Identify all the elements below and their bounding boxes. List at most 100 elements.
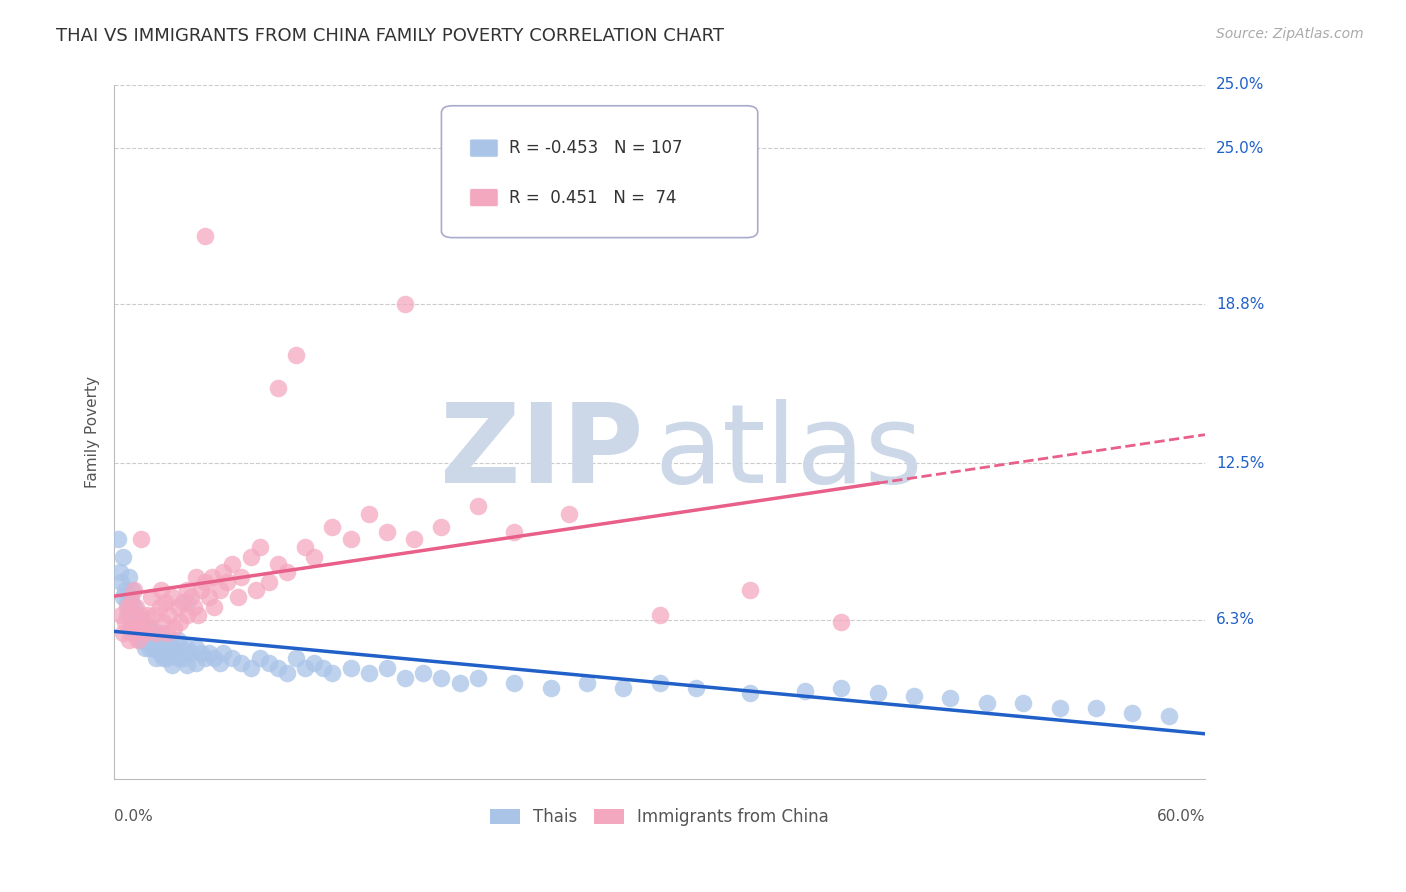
Point (1157, 708, 1180, 723)
Point (830, 615, 852, 630)
Point (112, 625, 135, 640)
Text: R = -0.453   N = 107: R = -0.453 N = 107 (509, 139, 682, 157)
Point (112, 591, 135, 605)
Point (157, 633, 180, 648)
Point (267, 558, 290, 572)
Point (122, 582, 145, 597)
Point (156, 625, 179, 640)
Point (648, 676, 671, 690)
Text: Source: ZipAtlas.com: Source: ZipAtlas.com (1216, 27, 1364, 41)
Point (321, 519, 343, 533)
Point (194, 575, 217, 590)
Point (162, 640, 184, 655)
Point (138, 620, 160, 634)
Y-axis label: Family Poverty: Family Poverty (86, 376, 100, 488)
Point (285, 650, 308, 665)
Point (312, 661, 335, 675)
Point (503, 676, 526, 690)
Point (135, 607, 157, 622)
Point (215, 575, 238, 590)
Point (557, 507, 579, 521)
Point (176, 607, 198, 622)
Text: R =  0.451   N =  74: R = 0.451 N = 74 (509, 188, 676, 207)
Point (449, 676, 471, 690)
Point (276, 665, 298, 680)
Point (648, 607, 671, 622)
Text: 25.0%: 25.0% (1216, 141, 1264, 155)
Point (1012, 696, 1035, 710)
Point (412, 665, 434, 680)
Point (118, 600, 141, 615)
Point (114, 615, 136, 630)
Point (125, 625, 148, 640)
Point (134, 625, 156, 640)
Point (131, 607, 153, 622)
Point (197, 591, 219, 605)
FancyBboxPatch shape (470, 188, 498, 207)
Point (430, 519, 453, 533)
Point (249, 540, 271, 554)
Point (180, 591, 202, 605)
Point (166, 633, 188, 648)
Point (202, 650, 225, 665)
Point (143, 625, 166, 640)
Point (121, 607, 143, 622)
Point (157, 607, 180, 622)
Point (294, 661, 316, 675)
Text: ZIP: ZIP (440, 400, 643, 507)
Point (138, 640, 160, 655)
Point (121, 607, 143, 622)
Point (125, 607, 148, 622)
Point (131, 625, 153, 640)
Point (294, 540, 316, 554)
Point (467, 500, 489, 514)
Point (149, 646, 172, 660)
Point (285, 348, 308, 362)
Point (150, 640, 173, 655)
Point (163, 620, 186, 634)
Point (740, 582, 762, 597)
Point (208, 656, 231, 670)
Point (115, 600, 138, 615)
Point (120, 620, 142, 634)
Point (866, 686, 889, 700)
Point (131, 532, 153, 546)
Point (302, 656, 325, 670)
Point (1084, 701, 1107, 715)
Point (267, 381, 290, 395)
Point (321, 665, 343, 680)
Point (394, 297, 416, 311)
Point (127, 628, 149, 642)
Text: 12.5%: 12.5% (1216, 456, 1264, 471)
Point (194, 650, 217, 665)
Text: 18.8%: 18.8% (1216, 297, 1264, 312)
Point (267, 661, 290, 675)
Text: THAI VS IMMIGRANTS FROM CHINA FAMILY POVERTY CORRELATION CHART: THAI VS IMMIGRANTS FROM CHINA FAMILY POV… (56, 27, 724, 45)
Point (197, 646, 219, 660)
Point (162, 591, 184, 605)
Point (903, 689, 925, 703)
Point (180, 646, 202, 660)
Point (110, 575, 132, 590)
Point (221, 650, 243, 665)
Point (1121, 706, 1143, 721)
Point (302, 549, 325, 564)
Point (231, 570, 253, 584)
Point (149, 600, 172, 615)
Point (212, 565, 235, 579)
Point (794, 683, 817, 698)
FancyBboxPatch shape (470, 139, 498, 157)
Point (121, 625, 143, 640)
Point (120, 591, 142, 605)
Point (165, 646, 187, 660)
Point (339, 532, 361, 546)
Point (740, 686, 762, 700)
Point (245, 582, 267, 597)
Point (152, 633, 174, 648)
Point (239, 549, 262, 564)
Point (120, 615, 142, 630)
Point (108, 565, 131, 579)
Point (153, 640, 176, 655)
Point (176, 582, 198, 597)
Point (115, 607, 138, 622)
